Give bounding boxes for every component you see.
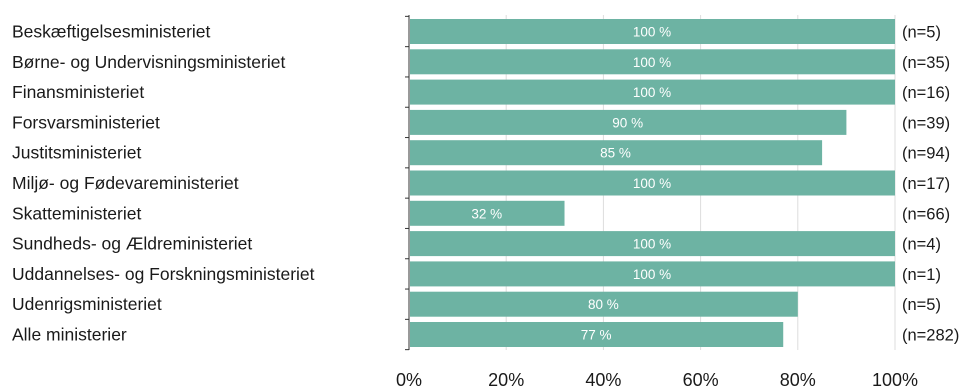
bar bbox=[410, 170, 895, 196]
bar bbox=[410, 231, 895, 257]
category-label: Sundheds- og Ældreministeriet bbox=[12, 234, 252, 254]
category-labels: Beskæftigelsesministeriet Børne- og Under… bbox=[12, 22, 315, 345]
bar bbox=[410, 261, 895, 287]
bar bbox=[410, 49, 895, 75]
category-label: Finansministeriet bbox=[12, 82, 144, 102]
n-label: (n=5) bbox=[902, 296, 941, 314]
x-tick-label: 100% bbox=[872, 370, 918, 389]
bar bbox=[410, 140, 823, 166]
bar bbox=[410, 109, 847, 135]
data-label: 100 % bbox=[633, 237, 671, 252]
category-label: Udenrigsministeriet bbox=[12, 294, 162, 314]
data-label: 100 % bbox=[633, 176, 671, 191]
data-label: 100 % bbox=[633, 55, 671, 70]
n-label: (n=16) bbox=[902, 84, 950, 102]
n-label: (n=66) bbox=[902, 205, 950, 223]
n-label: (n=5) bbox=[902, 24, 941, 42]
n-label: (n=94) bbox=[902, 145, 950, 163]
data-label: 77 % bbox=[581, 328, 612, 343]
x-tick-label: 60% bbox=[683, 370, 719, 389]
bar bbox=[410, 291, 798, 317]
n-label: (n=282) bbox=[902, 327, 959, 345]
x-tick-labels: 0% 20% 40% 60% 80% 100% bbox=[396, 370, 918, 389]
data-label: 100 % bbox=[633, 25, 671, 40]
category-label: Justitsministeriet bbox=[12, 143, 141, 163]
data-label: 32 % bbox=[471, 206, 502, 221]
n-label: (n=1) bbox=[902, 266, 941, 284]
data-label: 80 % bbox=[588, 297, 619, 312]
bars: 100 %100 %100 %90 %85 %100 %32 %100 %100… bbox=[410, 19, 895, 347]
bar bbox=[410, 200, 565, 226]
x-tick-label: 40% bbox=[585, 370, 621, 389]
x-tick-label: 20% bbox=[488, 370, 524, 389]
bar bbox=[410, 79, 895, 105]
data-label: 100 % bbox=[633, 267, 671, 282]
category-label: Beskæftigelsesministeriet bbox=[12, 22, 211, 42]
x-tick-label: 0% bbox=[396, 370, 422, 389]
n-labels: (n=5) (n=35) (n=16) (n=39) (n=94) (n=17) (n=66… bbox=[902, 24, 959, 345]
category-label: Børne- og Undervisningsministeriet bbox=[12, 52, 285, 72]
bar bbox=[410, 19, 895, 44]
category-label: Alle ministerier bbox=[12, 325, 127, 345]
category-label: Uddannelses- og Forskningsministeriet bbox=[12, 264, 315, 284]
n-label: (n=39) bbox=[902, 114, 950, 132]
n-label: (n=35) bbox=[902, 54, 950, 72]
n-label: (n=17) bbox=[902, 175, 950, 193]
n-label: (n=4) bbox=[902, 236, 941, 254]
category-label: Forsvarsministeriet bbox=[12, 112, 160, 132]
category-label: Miljø- og Fødevareministeriet bbox=[12, 173, 239, 193]
x-tick-label: 80% bbox=[780, 370, 816, 389]
data-label: 90 % bbox=[612, 115, 643, 130]
category-label: Skatteministeriet bbox=[12, 203, 141, 223]
data-label: 100 % bbox=[633, 85, 671, 100]
data-label: 85 % bbox=[600, 146, 631, 161]
axis bbox=[405, 15, 410, 351]
bar bbox=[410, 322, 784, 347]
